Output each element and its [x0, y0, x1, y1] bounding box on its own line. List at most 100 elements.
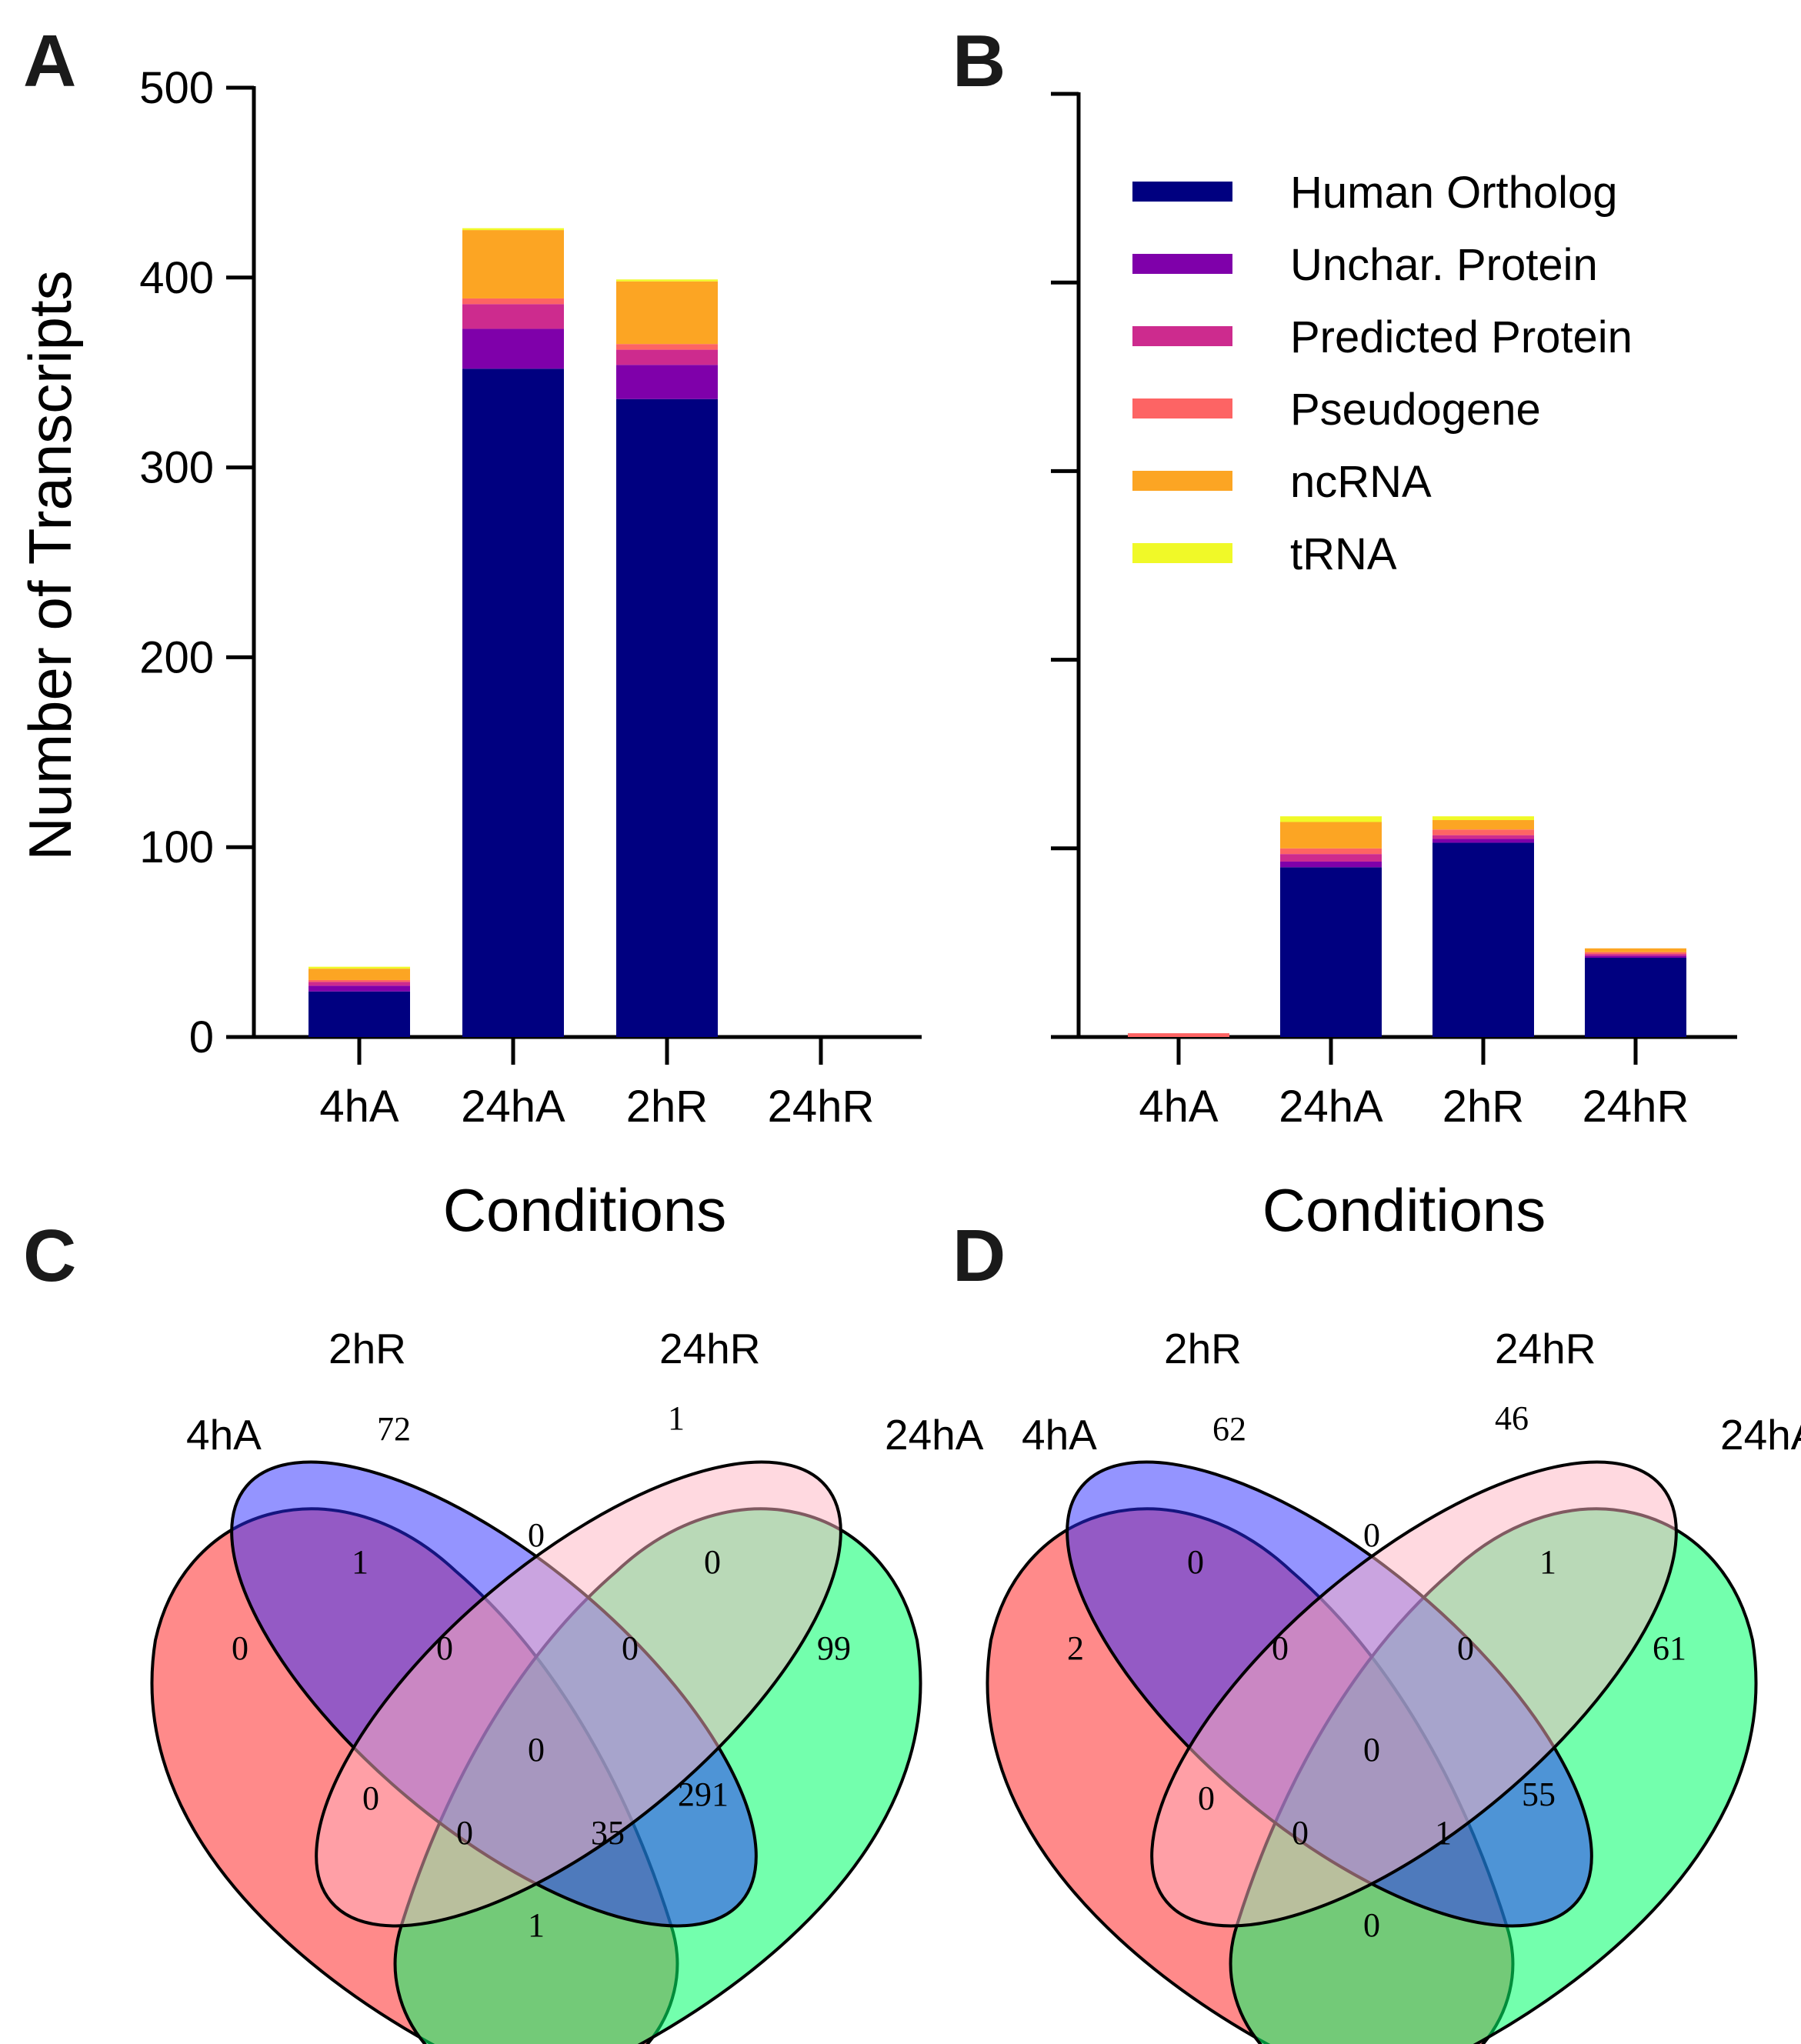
panel-c-count-2hr-24hr: 0 [528, 1516, 545, 1554]
panel-a-bar-4ha-ncrna [309, 969, 410, 980]
panel-b-bar-2hr-human-ortholog [1432, 842, 1534, 1037]
panel-d-venn-diagram: 4hA 2hR 24hR 24hA 2 62 46 61 0 0 1 0 0 0 0 55 0 1 0 [986, 1325, 1801, 2044]
panel-d-venn: D 4hA 2hR 24hR 24hA 2 62 46 61 0 0 1 0 0 0 0 55 0 1 0 [952, 1215, 1801, 2044]
panel-a-tick-labels: 0 100 200 300 400 500 4hA 24hA 2hR 24hR [139, 63, 874, 1132]
panel-c-set-label-2hr: 2hR [329, 1325, 406, 1372]
panel-a-bar-24ha-unchar-protein [462, 328, 564, 369]
panel-c-count-2hr-24ha: 291 [678, 1776, 729, 1813]
panel-b-bar-24ha-unchar-protein [1280, 861, 1382, 868]
panel-d-count-4ha-2hr-24hr: 0 [1272, 1629, 1289, 1667]
panel-b-letter: B [952, 20, 1006, 102]
panel-c-count-4ha-24hr: 0 [362, 1779, 379, 1817]
panel-d-set-24hr [1150, 1460, 1678, 1928]
panel-b-tick-labels: 4hA 24hA 2hR 24hR [1139, 1082, 1689, 1132]
panel-b-bar-24ha-ncrna [1280, 822, 1382, 849]
legend-label-unchar-protein: Unchar. Protein [1290, 240, 1598, 290]
panel-d-count-4ha-2hr: 0 [1187, 1543, 1204, 1581]
panel-c-count-4ha-2hr-24hr: 0 [436, 1629, 453, 1667]
panel-c-set-24hr [315, 1460, 842, 1928]
panel-c-count-24hr-24ha: 0 [704, 1543, 721, 1581]
panel-a-bar-24ha-pseudogene [462, 298, 564, 305]
panel-d-set-label-24ha: 24hA [1720, 1411, 1801, 1459]
panel-a-x-tick-label-4ha: 4hA [319, 1082, 399, 1132]
panel-b-bar-24hr-human-ortholog [1585, 958, 1686, 1037]
panel-c-set-label-24hr: 24hR [659, 1325, 760, 1372]
panel-b-x-tick-label-2hr: 2hR [1442, 1082, 1524, 1132]
panel-b-bar-24hr-unchar-protein [1585, 955, 1686, 959]
panel-c-count-4ha-24hr-24ha: 0 [456, 1814, 473, 1852]
panel-d-count-4ha-2hr-24hr-24ha: 0 [1363, 1731, 1380, 1769]
panel-d-venn-shapes [986, 1460, 1758, 2044]
legend-label-pseudogene: Pseudogene [1290, 385, 1541, 435]
panel-a-y-tick-label: 0 [189, 1012, 214, 1062]
panel-c-count-2hr: 72 [377, 1410, 411, 1448]
panel-c-venn: C 4hA 2hR 24hR 24hA 0 72 1 99 1 0 0 0 0 0 0 291 0 35 1 [23, 1215, 984, 2044]
panel-d-count-2hr-24ha: 55 [1522, 1776, 1556, 1813]
panel-c-letter: C [23, 1215, 76, 1297]
legend-swatch-ncrna [1132, 471, 1232, 491]
panel-a-bar-4ha-unchar-protein [309, 985, 410, 992]
panel-a-bar-2hr-predicted-protein [616, 349, 718, 365]
panel-c-count-4ha-2hr-24hr-24ha: 0 [528, 1731, 545, 1769]
panel-a-bar-2hr-trna [616, 279, 718, 282]
panel-b-bar-24ha-human-ortholog [1280, 867, 1382, 1037]
panel-c-set-label-4ha: 4hA [186, 1411, 262, 1459]
panel-c-count-24hr: 1 [668, 1399, 685, 1437]
panel-b-x-tick-label-4ha: 4hA [1139, 1082, 1219, 1132]
panel-a-bar-4ha-pseudogene [309, 979, 410, 982]
panel-b-bar-24ha-predicted-protein [1280, 854, 1382, 862]
panel-b-bar-2hr-ncrna [1432, 820, 1534, 830]
panel-a-bar-2hr-human-ortholog [616, 398, 718, 1037]
panel-a-bar-4ha-predicted-protein [309, 982, 410, 986]
panel-b-bar-chart: B Conditions 4hA 24hA 2hR 24hR Human Orthol… [952, 20, 1737, 1244]
panel-c-count-4ha-24ha: 1 [528, 1906, 545, 1944]
panel-b-bar-2hr-trna [1432, 816, 1534, 821]
panel-a-y-axis-title: Number of Transcripts [16, 270, 84, 860]
panel-b-bar-2hr-unchar-protein [1432, 839, 1534, 843]
panel-c-count-24ha: 99 [817, 1629, 851, 1667]
panel-d-set-label-4ha: 4hA [1022, 1411, 1097, 1459]
panel-c-set-label-24ha: 24hA [885, 1411, 984, 1459]
panel-b-bar-24hr-pseudogene [1585, 952, 1686, 955]
panel-a-axes [226, 85, 922, 1065]
panel-a-x-tick-label-24hr: 24hR [768, 1082, 875, 1132]
panel-a-bar-24ha-predicted-protein [462, 304, 564, 329]
panel-c-count-2hr-24hr-24ha: 0 [622, 1629, 639, 1667]
panel-b-bar-2hr-pseudogene [1432, 829, 1534, 835]
panel-b-x-tick-label-24ha: 24hA [1279, 1082, 1383, 1132]
panel-a-x-axis-title: Conditions [443, 1176, 727, 1244]
panel-b-bar-24hr-predicted-protein [1585, 954, 1686, 956]
panel-d-count-24ha: 61 [1653, 1629, 1686, 1667]
legend-swatch-pseudogene [1132, 398, 1232, 418]
legend-label-human-ortholog: Human Ortholog [1290, 168, 1618, 218]
panel-d-set-label-24hr: 24hR [1495, 1325, 1596, 1372]
panel-d-count-24hr-24ha: 1 [1539, 1543, 1556, 1581]
panel-a-bars [309, 228, 718, 1037]
panel-a-bar-24ha-ncrna [462, 230, 564, 298]
panel-d-count-4ha-24ha: 0 [1363, 1906, 1380, 1944]
panel-a-letter: A [23, 20, 76, 102]
legend-swatch-trna [1132, 543, 1232, 563]
panel-d-count-4ha-24hr-24ha: 0 [1292, 1814, 1309, 1852]
panel-a-bar-2hr-unchar-protein [616, 365, 718, 399]
panel-b-bar-24hr-ncrna [1585, 948, 1686, 952]
panel-b-x-axis-title: Conditions [1262, 1176, 1546, 1244]
panel-a-y-tick-label: 200 [139, 632, 214, 682]
panel-c-count-4ha-2hr-24ha: 35 [591, 1814, 625, 1852]
panel-a-bar-2hr-pseudogene [616, 344, 718, 350]
panel-d-count-4ha-2hr-24ha: 1 [1435, 1814, 1452, 1852]
panel-a-y-tick-label: 100 [139, 822, 214, 872]
panel-b-bars [1128, 816, 1686, 1037]
panel-b-bar-24ha-trna [1280, 816, 1382, 822]
panel-b-x-tick-label-24hr: 24hR [1583, 1082, 1689, 1132]
panel-b-bar-4ha-pseudogene [1128, 1033, 1229, 1037]
legend-swatch-unchar-protein [1132, 254, 1232, 274]
panel-a-bar-4ha-trna [309, 966, 410, 969]
panel-a-bar-4ha-human-ortholog [309, 991, 410, 1037]
panel-d-count-2hr-24hr: 0 [1363, 1516, 1380, 1554]
panel-a-x-tick-label-24ha: 24hA [461, 1082, 565, 1132]
panel-a-y-tick-label: 500 [139, 63, 214, 113]
panel-d-count-24hr: 46 [1495, 1399, 1529, 1437]
panel-a-y-tick-label: 300 [139, 443, 214, 493]
